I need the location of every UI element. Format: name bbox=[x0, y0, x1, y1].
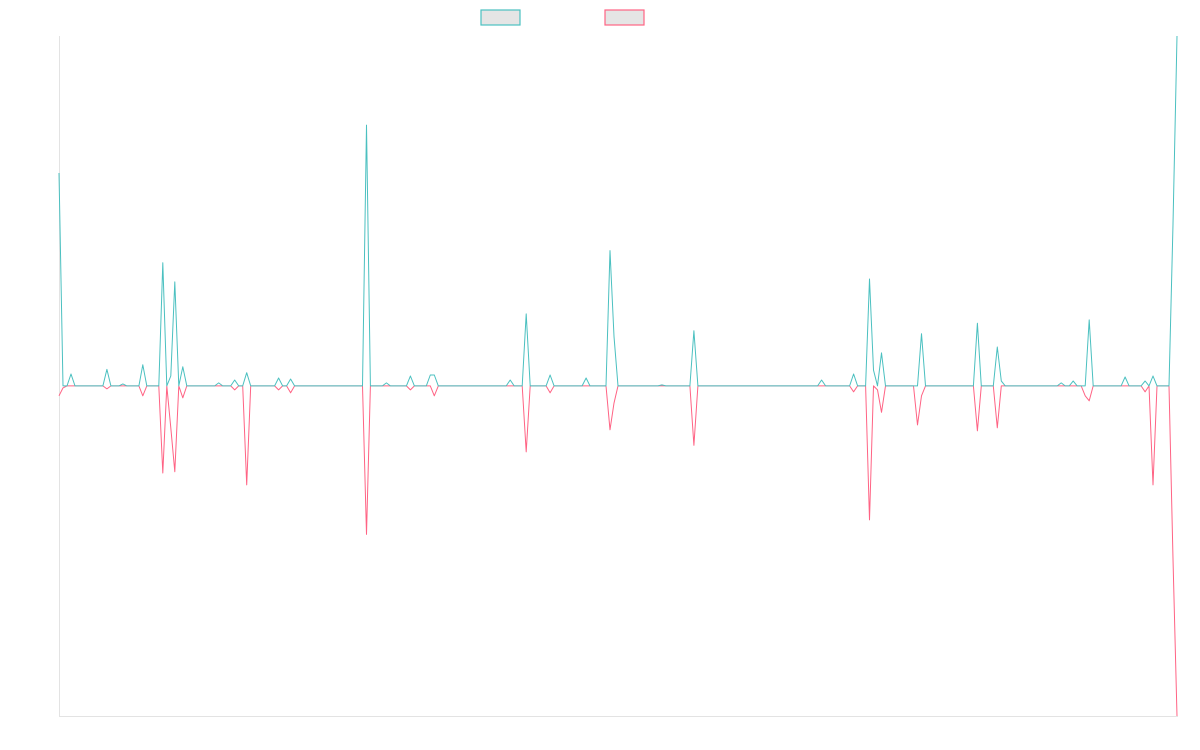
series-line-1 bbox=[58, 385, 1178, 717]
series-lines bbox=[58, 35, 1178, 717]
series-line-0 bbox=[58, 35, 1178, 387]
legend-swatch-0[interactable] bbox=[480, 9, 521, 26]
legend-swatch-1[interactable] bbox=[604, 9, 645, 26]
legend bbox=[480, 9, 645, 26]
